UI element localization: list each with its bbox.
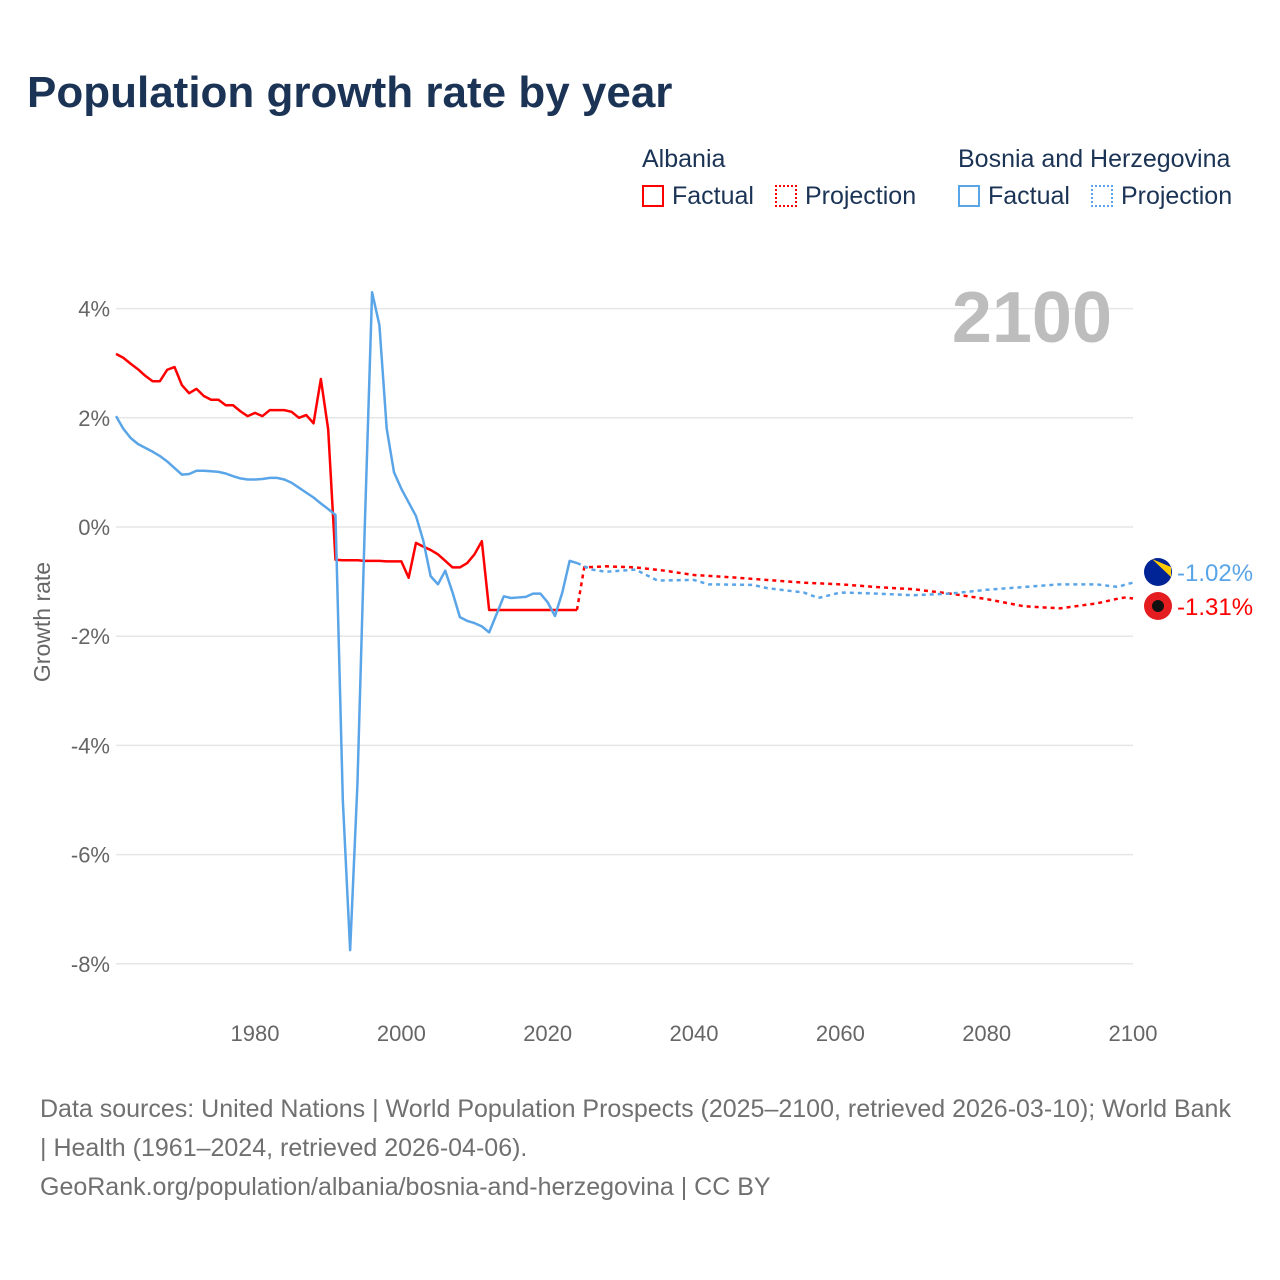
legend-label: Factual — [988, 182, 1070, 210]
legend-label: Projection — [1120, 182, 1233, 210]
end-value-label: -1.31% — [1177, 594, 1253, 621]
y-tick-label: -8% — [71, 952, 110, 977]
projection-swatch-icon — [774, 185, 797, 207]
x-tick-label: 1980 — [231, 1021, 280, 1046]
series-line-projection-bosnia[interactable] — [576, 561, 1134, 600]
legend-albania-projection[interactable]: Projection — [774, 182, 917, 210]
y-tick-label: 4% — [78, 297, 110, 322]
legend-group-title: Bosnia and Herzegovina — [958, 145, 1231, 173]
y-axis-label: Growth rate — [29, 562, 55, 682]
albania-flag-icon — [1144, 592, 1172, 620]
footer: Data sources: United Nations | World Pop… — [40, 1090, 1240, 1207]
legend-bosnia-factual[interactable]: Factual — [958, 182, 1070, 210]
x-tick-label: 2060 — [816, 1021, 865, 1046]
line-chart: 4% 2% 0% -2% -4% -6% -8% 1980 2000 2020 2040 2060 20… — [29, 278, 1253, 1046]
legend-group-title: Albania — [642, 145, 726, 173]
year-indicator: 2100 — [952, 278, 1112, 358]
bosnia-flag-icon — [1144, 558, 1172, 586]
y-tick-label: -2% — [71, 624, 110, 649]
end-value-label: -1.02% — [1177, 560, 1253, 587]
attribution-link[interactable]: GeoRank.org/population/albania/bosnia-an… — [40, 1173, 771, 1201]
series-line-projection-albania[interactable] — [575, 565, 1134, 611]
legend-bosnia: Bosnia and Herzegovina Factual Projectio… — [958, 145, 1232, 211]
data-sources: Data sources: United Nations | World Pop… — [40, 1095, 1231, 1162]
y-tick-label: 2% — [78, 406, 110, 431]
y-tick-label: 0% — [78, 515, 110, 540]
y-tick-label: -6% — [71, 843, 110, 868]
projection-swatch-icon — [1090, 185, 1113, 207]
x-tick-label: 2080 — [962, 1021, 1011, 1046]
legend-albania: Albania Factual Projection — [642, 145, 916, 211]
series-line-factual-albania[interactable] — [115, 352, 577, 612]
y-tick-label: -4% — [71, 733, 110, 758]
legend-bosnia-projection[interactable]: Projection — [1090, 182, 1233, 210]
legend-label: Factual — [672, 182, 754, 210]
factual-swatch-icon — [642, 185, 664, 207]
x-tick-label: 2000 — [377, 1021, 426, 1046]
x-tick-label: 2020 — [523, 1021, 572, 1046]
factual-swatch-icon — [958, 185, 980, 207]
legend-albania-factual[interactable]: Factual — [642, 182, 754, 210]
legend-label: Projection — [804, 182, 917, 210]
x-tick-label: 2100 — [1109, 1021, 1158, 1046]
series-line-factual-bosnia[interactable] — [114, 290, 578, 952]
x-tick-label: 2040 — [670, 1021, 719, 1046]
chart-title: Population growth rate by year — [27, 68, 673, 117]
